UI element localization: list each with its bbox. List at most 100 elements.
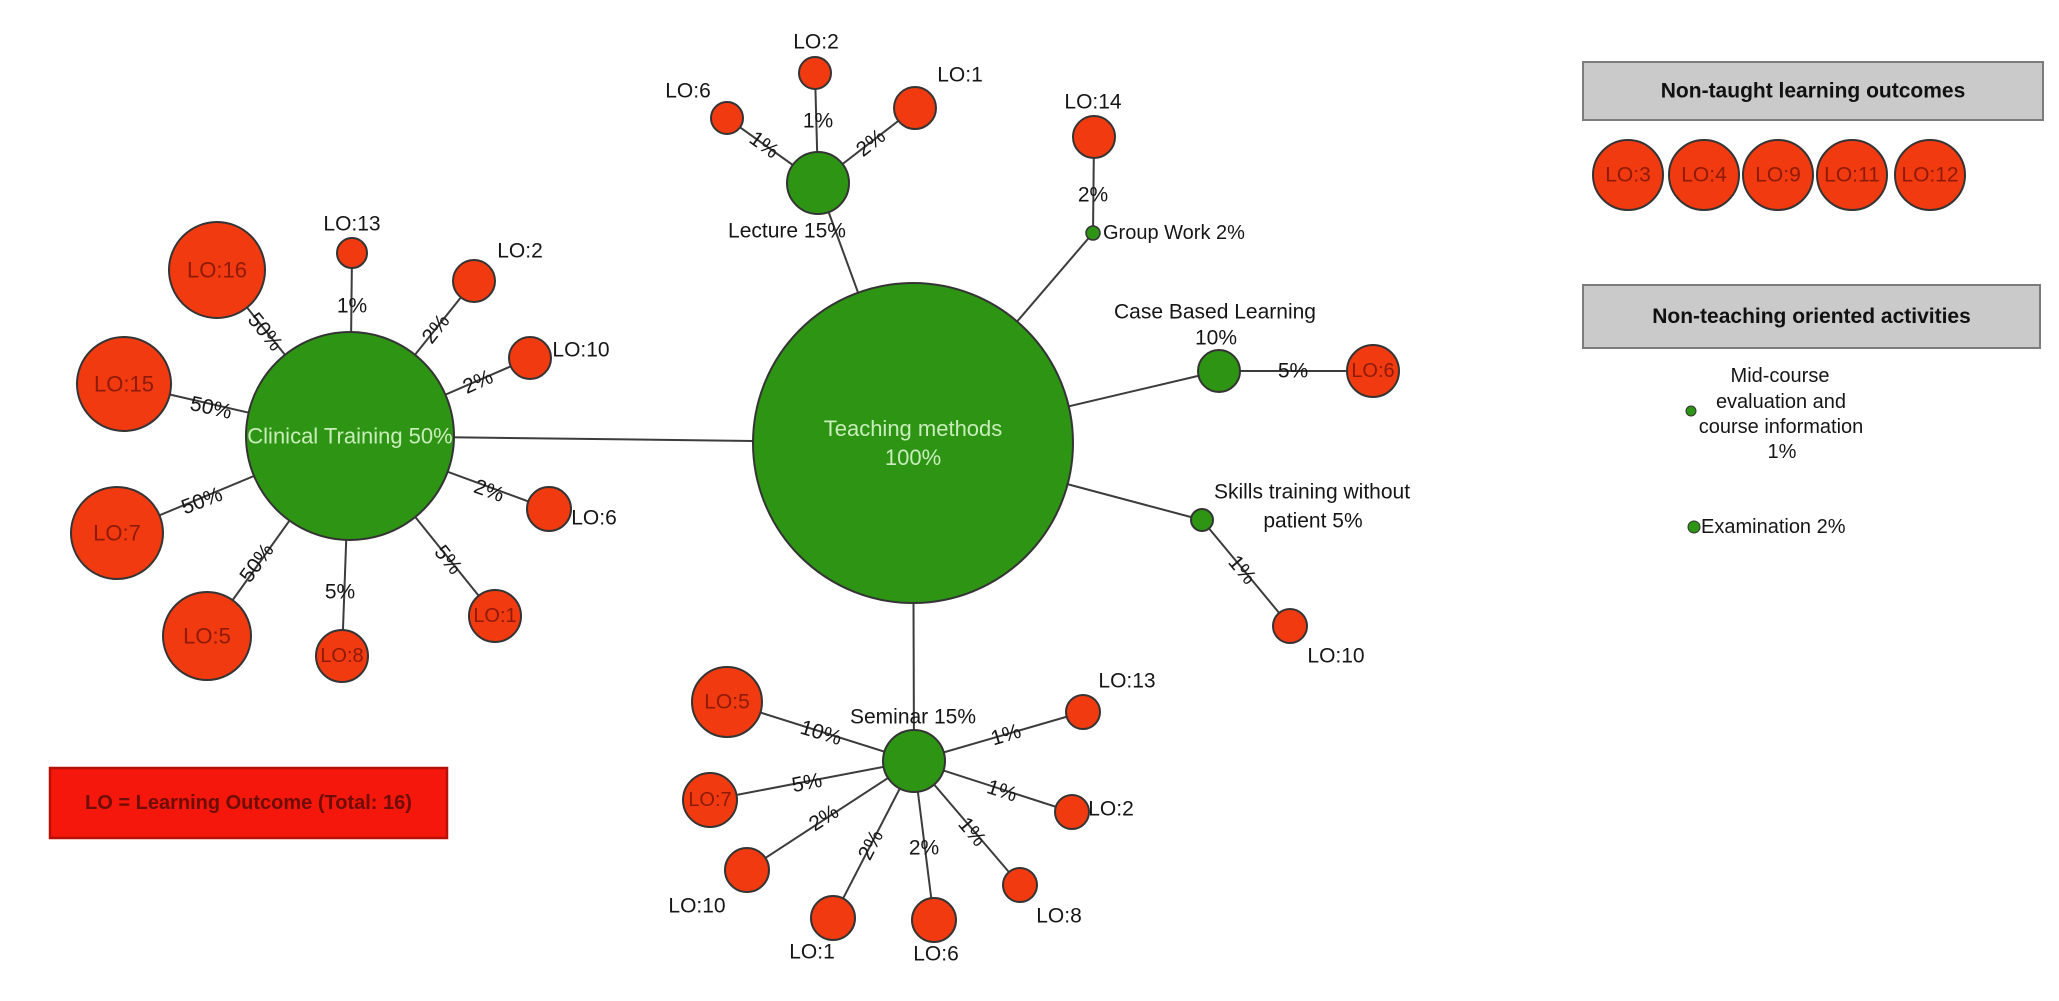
node-m2-label-0: LO:2 xyxy=(1088,798,1134,821)
legend-outcome-lo12-circle xyxy=(1894,139,1966,211)
node-sk10-label-0: LO:10 xyxy=(1307,645,1364,668)
edge-label-seminar-m13: 1% xyxy=(988,720,1024,751)
node-c16-circle xyxy=(168,221,266,319)
node-l6-circle xyxy=(710,101,744,135)
node-m7-circle xyxy=(682,772,738,828)
node-m5-label: LO:5 xyxy=(704,691,750,714)
edge-label-lecture-l1: 2% xyxy=(852,125,890,162)
legend-outcome-lo11-label: LO:11 xyxy=(1824,164,1880,187)
node-c6-circle xyxy=(526,486,572,532)
legend-outcome-lo3-circle xyxy=(1592,139,1664,211)
node-c6-label-0: LO:6 xyxy=(571,507,617,530)
edge-label-seminar-m1: 2% xyxy=(854,826,888,863)
node-teaching-circle xyxy=(752,282,1074,604)
node-skills-label-1: patient 5% xyxy=(1263,510,1362,533)
node-cb6-label: LO:6 xyxy=(1351,360,1394,382)
note-box xyxy=(48,766,449,840)
node-seminar-label-0: Seminar 15% xyxy=(850,706,976,729)
node-c1-circle xyxy=(468,589,522,643)
node-m2-circle xyxy=(1054,794,1090,830)
node-c15-circle xyxy=(76,336,172,432)
edge-label-lecture-l2: 1% xyxy=(803,110,833,133)
edge-label-clinical-c2: 2% xyxy=(418,310,455,348)
legend-outcome-lo9-circle xyxy=(1742,139,1814,211)
node-m5-circle xyxy=(691,666,763,738)
node-cb6-circle xyxy=(1346,344,1400,398)
edge-label-clinical-c15: 50% xyxy=(188,392,234,424)
node-m6-circle xyxy=(911,897,957,943)
node-l2-label-0: LO:2 xyxy=(793,31,839,54)
node-lecture-label-0: Lecture 15% xyxy=(728,220,846,243)
legend-non-taught-title: Non-taught learning outcomes xyxy=(1661,80,1966,103)
edge-label-casebased-cb6: 5% xyxy=(1278,360,1308,383)
legend-mid-course-dot xyxy=(1685,405,1697,417)
node-teaching-label: Teaching methods xyxy=(824,416,1003,441)
node-c16-label: LO:16 xyxy=(187,258,247,283)
node-sk10-circle xyxy=(1272,608,1308,644)
node-l6-label-0: LO:6 xyxy=(665,80,711,103)
node-m13-label-0: LO:13 xyxy=(1098,670,1155,693)
node-seminar-circle xyxy=(882,729,946,793)
node-c7-label: LO:7 xyxy=(93,521,141,546)
legend-non-teaching-title: Non-teaching oriented activities xyxy=(1652,305,1971,328)
node-m1-circle xyxy=(810,895,856,941)
node-teaching-label: 100% xyxy=(885,445,941,470)
legend-outcome-lo4-label: LO:4 xyxy=(1681,164,1727,187)
node-lecture-circle xyxy=(786,151,850,215)
node-m13-circle xyxy=(1065,694,1101,730)
edge-label-clinical-c6: 2% xyxy=(471,475,507,507)
node-casebased-label-1: 10% xyxy=(1195,327,1237,350)
edge-label-seminar-m10: 2% xyxy=(805,800,843,836)
node-c15-label: LO:15 xyxy=(94,372,154,397)
node-g14-circle xyxy=(1072,115,1116,159)
node-l1-label-0: LO:1 xyxy=(937,64,983,87)
node-m10-circle xyxy=(724,847,770,893)
edge-label-seminar-m5: 10% xyxy=(798,716,845,750)
edge-seminar-m7 xyxy=(709,760,915,801)
node-g14-label-0: LO:14 xyxy=(1064,91,1122,114)
node-m10-label-0: LO:10 xyxy=(668,895,725,918)
node-c2-circle xyxy=(452,259,496,303)
edge-label-clinical-c7: 50% xyxy=(178,483,225,520)
edge-label-seminar-m2: 1% xyxy=(984,775,1020,806)
legend-mid-course-text-1: evaluation and xyxy=(1716,391,1846,413)
node-c1-label: LO:1 xyxy=(473,605,516,627)
legend-examination-dot xyxy=(1687,520,1701,534)
node-casebased-circle xyxy=(1197,349,1241,393)
node-m8-circle xyxy=(1002,867,1038,903)
legend-outcome-lo12-label: LO:12 xyxy=(1901,164,1958,187)
edge-seminar-m10 xyxy=(746,760,915,871)
node-c8-label: LO:8 xyxy=(320,645,363,667)
legend-outcome-lo11-circle xyxy=(1816,139,1888,211)
node-m8-label-0: LO:8 xyxy=(1036,905,1082,928)
node-skills-label-0: Skills training without xyxy=(1214,481,1410,504)
edge-skills-sk10 xyxy=(1201,519,1291,627)
node-c10-circle xyxy=(508,336,552,380)
node-groupwork-label-0: Group Work 2% xyxy=(1103,222,1245,244)
node-clinical-circle xyxy=(245,331,455,541)
legend-outcome-lo9-label: LO:9 xyxy=(1755,164,1801,187)
node-c10-label-0: LO:10 xyxy=(552,339,609,362)
edge-label-seminar-m7: 5% xyxy=(790,769,824,797)
node-c8-circle xyxy=(315,629,369,683)
edge-label-clinical-c13: 1% xyxy=(337,295,367,318)
node-clinical-label: Clinical Training 50% xyxy=(247,424,452,449)
edge-label-clinical-c8: 5% xyxy=(325,581,355,604)
node-casebased-label-0: Case Based Learning xyxy=(1114,301,1316,324)
legend-mid-course-text-3: 1% xyxy=(1768,441,1797,463)
edge-label-lecture-l6: 1% xyxy=(745,127,783,163)
edge-label-clinical-c10: 2% xyxy=(459,365,496,398)
node-groupwork-circle xyxy=(1085,225,1101,241)
node-c13-circle xyxy=(336,237,368,269)
legend-non-teaching-header-box xyxy=(1582,284,2041,349)
node-skills-circle xyxy=(1190,508,1214,532)
node-c7-circle xyxy=(70,486,164,580)
legend-non-taught-header-box xyxy=(1582,61,2044,121)
node-m7-label: LO:7 xyxy=(688,789,731,811)
node-m1-label-0: LO:1 xyxy=(789,941,835,964)
node-l1-circle xyxy=(893,86,937,130)
node-c2-label-0: LO:2 xyxy=(497,240,543,263)
node-c5-label: LO:5 xyxy=(183,624,231,649)
